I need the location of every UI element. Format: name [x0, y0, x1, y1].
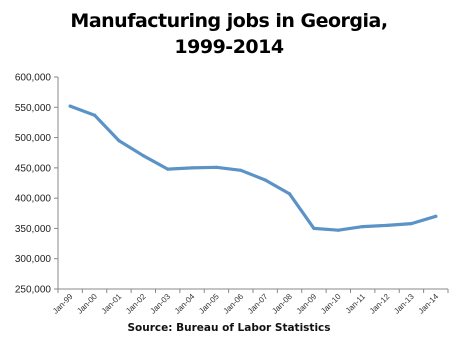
y-tick-label: 450,000 — [15, 163, 52, 174]
x-tick-label: Jan-03 — [148, 292, 172, 316]
x-tick-label: Jan-07 — [246, 292, 270, 316]
chart-title-line-1: Manufacturing jobs in Georgia, — [70, 10, 388, 32]
x-tick-label: Jan-06 — [222, 292, 246, 316]
y-tick-label: 600,000 — [15, 73, 52, 84]
data-point — [214, 165, 218, 169]
x-tick-label: Jan-10 — [319, 292, 343, 316]
x-tick-label: Jan-00 — [75, 292, 99, 316]
x-tick-label: Jan-05 — [197, 292, 221, 316]
data-point — [409, 222, 413, 226]
data-point — [166, 167, 170, 171]
data-point — [190, 166, 194, 170]
data-point — [68, 104, 72, 108]
data-point — [117, 139, 121, 143]
y-tick-label: 550,000 — [15, 103, 52, 114]
y-axis-ticks: 250,000 300,000 350,000 400,000 450,000 500,0… — [15, 73, 58, 296]
x-tick-label: Jan-13 — [392, 292, 416, 316]
data-point — [288, 192, 292, 196]
source-note: Source: Bureau of Labor Statistics — [127, 322, 331, 334]
chart-title: Manufacturing jobs in Georgia, 1999-2014 — [0, 8, 458, 60]
x-tick-label: Jan-11 — [344, 292, 368, 316]
x-tick-label: Jan-04 — [173, 292, 197, 316]
data-point — [434, 214, 438, 218]
data-points — [68, 104, 438, 232]
x-axis-ticks: Jan-99 Jan-00 Jan-01 Jan-02 Jan-03 Jan-04 Jan-… — [51, 289, 449, 316]
chart-title-line-2: 1999-2014 — [174, 36, 284, 58]
data-point — [312, 226, 316, 230]
y-tick-label: 500,000 — [15, 133, 52, 144]
x-tick-label: Jan-09 — [295, 292, 319, 316]
y-tick-label: 300,000 — [15, 254, 52, 265]
data-point — [263, 178, 267, 182]
data-point — [361, 225, 365, 229]
x-tick-label: Jan-01 — [100, 292, 124, 316]
data-point — [141, 154, 145, 158]
y-tick-label: 350,000 — [15, 224, 52, 235]
data-point — [239, 168, 243, 172]
series-line — [68, 104, 438, 232]
x-tick-label: Jan-14 — [417, 292, 441, 316]
data-point — [336, 228, 340, 232]
x-tick-label: Jan-08 — [270, 292, 294, 316]
y-tick-label: 400,000 — [15, 194, 52, 205]
x-tick-label: Jan-99 — [51, 292, 75, 316]
x-tick-label: Jan-12 — [368, 292, 392, 316]
data-point — [385, 223, 389, 227]
x-tick-label: Jan-02 — [124, 292, 148, 316]
y-tick-label: 250,000 — [15, 285, 52, 296]
data-point — [93, 113, 97, 117]
